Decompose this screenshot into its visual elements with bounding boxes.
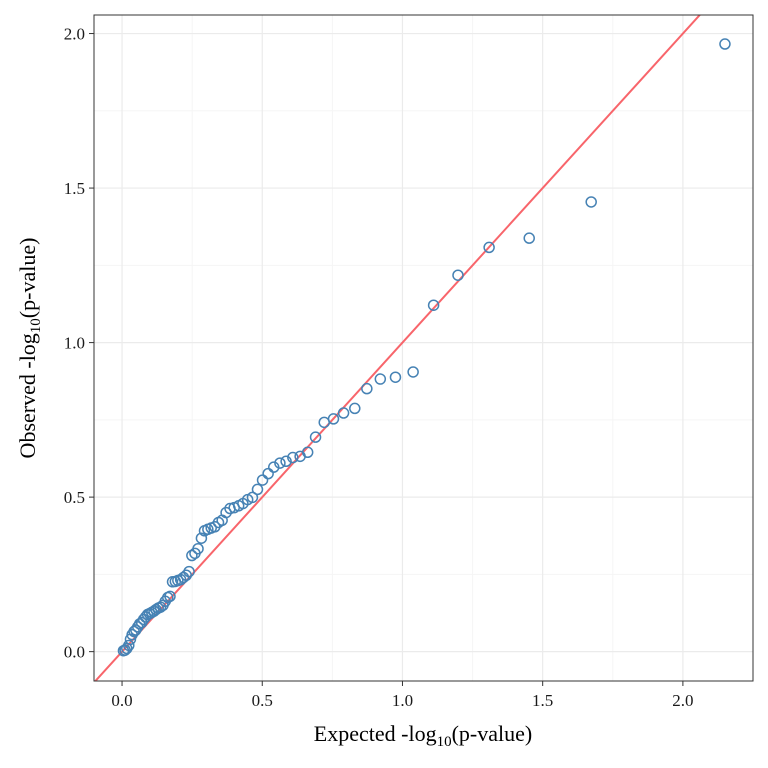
data-point <box>427 299 440 311</box>
data-point <box>166 576 179 588</box>
data-point <box>251 483 264 496</box>
x-tick-label: 1.5 <box>532 691 553 710</box>
data-point <box>186 549 198 562</box>
data-point <box>294 450 306 463</box>
x-axis-title: Expected -log10(p-value) <box>314 721 532 750</box>
y-tick-label: 0.5 <box>64 488 85 507</box>
data-points <box>117 38 731 657</box>
x-axis-title-prefix: Expected -log <box>314 721 437 746</box>
data-point <box>268 461 280 473</box>
data-point <box>309 431 322 443</box>
y-tick-label: 1.5 <box>64 179 85 198</box>
data-point <box>198 525 211 537</box>
data-point <box>189 547 201 560</box>
data-point <box>228 501 240 514</box>
data-point <box>195 532 208 544</box>
x-tick-label: 1.0 <box>392 691 413 710</box>
data-point <box>256 474 269 486</box>
data-point <box>280 455 292 468</box>
data-point <box>483 241 495 254</box>
y-axis-title: Observed -log10(p-value) <box>15 238 44 459</box>
y-tick-label: 0.0 <box>64 643 85 662</box>
data-point <box>389 371 402 383</box>
y-axis-title-subscript: 10 <box>28 318 44 333</box>
data-point <box>719 38 731 50</box>
data-point <box>523 232 535 244</box>
data-point <box>318 416 330 429</box>
y-axis-title-prefix: Observed -log <box>15 333 40 458</box>
y-axis-ticks: 0.0 0.5 1.0 1.5 2.0 <box>64 25 94 662</box>
data-point <box>224 502 236 515</box>
x-tick-label: 2.0 <box>672 691 693 710</box>
data-point <box>585 196 597 208</box>
data-point <box>287 451 299 464</box>
reference-line <box>94 15 702 681</box>
data-point <box>117 644 130 657</box>
data-point <box>337 407 350 419</box>
data-point <box>407 366 419 378</box>
y-axis-title-suffix: (p-value) <box>15 238 40 319</box>
data-point <box>374 373 387 385</box>
minor-gridlines <box>94 15 753 681</box>
x-tick-label: 0.0 <box>111 691 132 710</box>
x-axis-title-subscript: 10 <box>437 734 452 750</box>
data-point <box>452 269 464 281</box>
data-point <box>262 467 274 480</box>
x-axis-ticks: 0.0 0.5 1.0 1.5 2.0 <box>111 681 694 710</box>
data-point <box>274 457 286 469</box>
data-point <box>349 402 361 415</box>
major-gridlines <box>94 15 753 681</box>
x-axis-title-suffix: (p-value) <box>452 721 533 746</box>
y-tick-label: 1.0 <box>64 334 85 353</box>
data-point <box>361 382 373 395</box>
y-tick-label: 2.0 <box>64 25 85 44</box>
x-tick-label: 0.5 <box>252 691 273 710</box>
panel-border <box>93 14 754 682</box>
reference-line-group <box>94 15 702 681</box>
